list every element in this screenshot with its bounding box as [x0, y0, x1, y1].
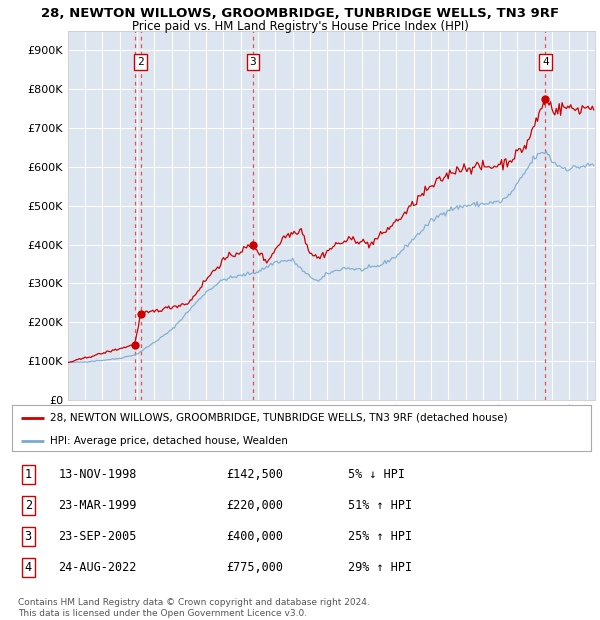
Text: 24-AUG-2022: 24-AUG-2022: [58, 561, 137, 574]
Text: Contains HM Land Registry data © Crown copyright and database right 2024.
This d: Contains HM Land Registry data © Crown c…: [18, 598, 370, 618]
Text: 13-NOV-1998: 13-NOV-1998: [58, 468, 137, 481]
Text: 25% ↑ HPI: 25% ↑ HPI: [348, 530, 412, 542]
Text: 3: 3: [250, 57, 256, 67]
Text: 28, NEWTON WILLOWS, GROOMBRIDGE, TUNBRIDGE WELLS, TN3 9RF (detached house): 28, NEWTON WILLOWS, GROOMBRIDGE, TUNBRID…: [50, 413, 507, 423]
Text: £142,500: £142,500: [226, 468, 283, 481]
Text: HPI: Average price, detached house, Wealden: HPI: Average price, detached house, Weal…: [50, 436, 287, 446]
Text: 51% ↑ HPI: 51% ↑ HPI: [348, 499, 412, 511]
Text: 2: 2: [25, 499, 32, 511]
Text: 3: 3: [25, 530, 32, 542]
Text: 2: 2: [137, 57, 144, 67]
Text: 5% ↓ HPI: 5% ↓ HPI: [348, 468, 405, 481]
Text: 29% ↑ HPI: 29% ↑ HPI: [348, 561, 412, 574]
Text: Price paid vs. HM Land Registry's House Price Index (HPI): Price paid vs. HM Land Registry's House …: [131, 20, 469, 33]
Text: 23-MAR-1999: 23-MAR-1999: [58, 499, 137, 511]
Text: £775,000: £775,000: [226, 561, 283, 574]
Text: £220,000: £220,000: [226, 499, 283, 511]
Text: 23-SEP-2005: 23-SEP-2005: [58, 530, 137, 542]
Text: 1: 1: [25, 468, 32, 481]
Text: 28, NEWTON WILLOWS, GROOMBRIDGE, TUNBRIDGE WELLS, TN3 9RF: 28, NEWTON WILLOWS, GROOMBRIDGE, TUNBRID…: [41, 7, 559, 20]
Text: £400,000: £400,000: [226, 530, 283, 542]
Text: 4: 4: [542, 57, 549, 67]
Text: 4: 4: [25, 561, 32, 574]
